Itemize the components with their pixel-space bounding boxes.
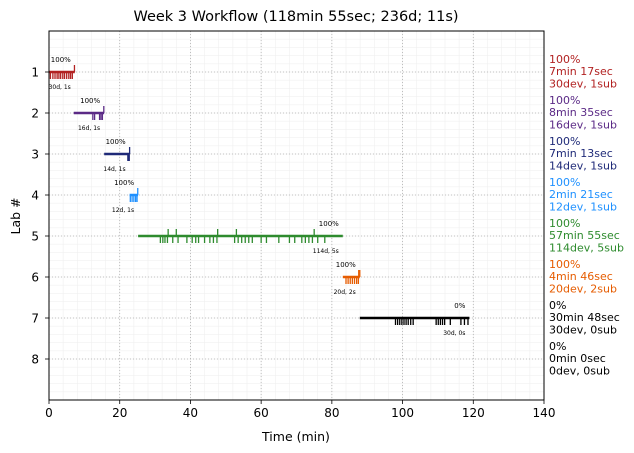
x-tick-label: 100	[391, 406, 414, 420]
chart-marks: 100% 30d, 1s 100% 16d, 1s 100% 14d, 1s 100% 12d…	[49, 56, 470, 337]
lab-4-summary-line: 2min 21sec	[549, 188, 613, 201]
lab-7-summary-line: 30min 48sec	[549, 311, 620, 324]
lab-6-summary-line: 100%	[549, 258, 580, 271]
x-tick-label: 80	[324, 406, 339, 420]
lab-2-summary-line: 8min 35sec	[549, 106, 613, 119]
lab-4-summary-line: 100%	[549, 176, 580, 189]
lab-2-count: 16d, 1s	[78, 125, 100, 132]
lab-1-summary-line: 30dev, 1sub	[549, 77, 617, 90]
lab-6-percent: 100%	[336, 261, 356, 269]
y-axis-label: Lab #	[8, 197, 23, 234]
lab-8-summary-line: 0dev, 0sub	[549, 364, 610, 377]
chart-title: Week 3 Workflow (118min 55sec; 236d; 11s…	[133, 9, 458, 25]
lab-5-count: 114d, 5s	[313, 248, 339, 255]
y-tick-label: 6	[31, 271, 39, 285]
x-axis-label: Time (min)	[261, 429, 330, 444]
lab-7-count: 30d, 0s	[443, 330, 465, 337]
x-axis: 0 20 40 60 80 100 120 140	[45, 400, 555, 420]
lab-5-summary-line: 114dev, 5sub	[549, 241, 624, 254]
y-tick-label: 8	[31, 353, 39, 367]
lab-7-summary-line: 30dev, 0sub	[549, 323, 617, 336]
y-tick-label: 2	[31, 107, 39, 121]
y-tick-label: 7	[31, 312, 39, 326]
lab-2-percent: 100%	[80, 97, 100, 105]
x-tick-label: 120	[462, 406, 485, 420]
y-tick-label: 4	[31, 189, 39, 203]
plot-frame	[48, 30, 545, 401]
lab-4-count: 12d, 1s	[112, 207, 134, 214]
lab-5-summary-line: 100%	[549, 217, 580, 230]
lab-5-percent: 100%	[319, 220, 339, 228]
lab-3-percent: 100%	[106, 138, 126, 146]
lab-1-summary-line: 100%	[549, 53, 580, 66]
lab-3-summary-line: 14dev, 1sub	[549, 159, 617, 172]
lab-8-summary-line: 0min 0sec	[549, 352, 606, 365]
lab-3-summary-line: 100%	[549, 135, 580, 148]
lab-7-percent: 0%	[454, 302, 465, 310]
x-tick-label: 40	[183, 406, 198, 420]
lab-1-summary-line: 7min 17sec	[549, 65, 613, 78]
x-tick-label: 20	[112, 406, 127, 420]
lab-6-summary-line: 20dev, 2sub	[549, 282, 617, 295]
lab-3-summary-line: 7min 13sec	[549, 147, 613, 160]
lab-7-summary-line: 0%	[549, 299, 566, 312]
lab-5-summary-line: 57min 55sec	[549, 229, 620, 242]
lab-1-count: 30d, 1s	[49, 84, 71, 91]
lab-6-count: 20d, 2s	[334, 289, 356, 296]
lab-2-summary-line: 16dev, 1sub	[549, 118, 617, 131]
y-tick-label: 5	[31, 230, 39, 244]
x-tick-label: 140	[533, 406, 556, 420]
lab-4-summary-line: 12dev, 1sub	[549, 200, 617, 213]
lab-8-summary-line: 0%	[549, 340, 566, 353]
grid	[48, 30, 545, 401]
y-tick-label: 1	[31, 66, 39, 80]
lab-1-percent: 100%	[51, 56, 71, 64]
lab-3-count: 14d, 1s	[103, 166, 125, 173]
lab-2-summary-line: 100%	[549, 94, 580, 107]
x-tick-label: 0	[45, 406, 53, 420]
y-tick-label: 3	[31, 148, 39, 162]
x-tick-label: 60	[254, 406, 269, 420]
lab-4-percent: 100%	[114, 179, 134, 187]
lab-6-summary-line: 4min 46sec	[549, 270, 613, 283]
y-axis: 1 2 3 4 5 6 7 8	[31, 66, 49, 367]
